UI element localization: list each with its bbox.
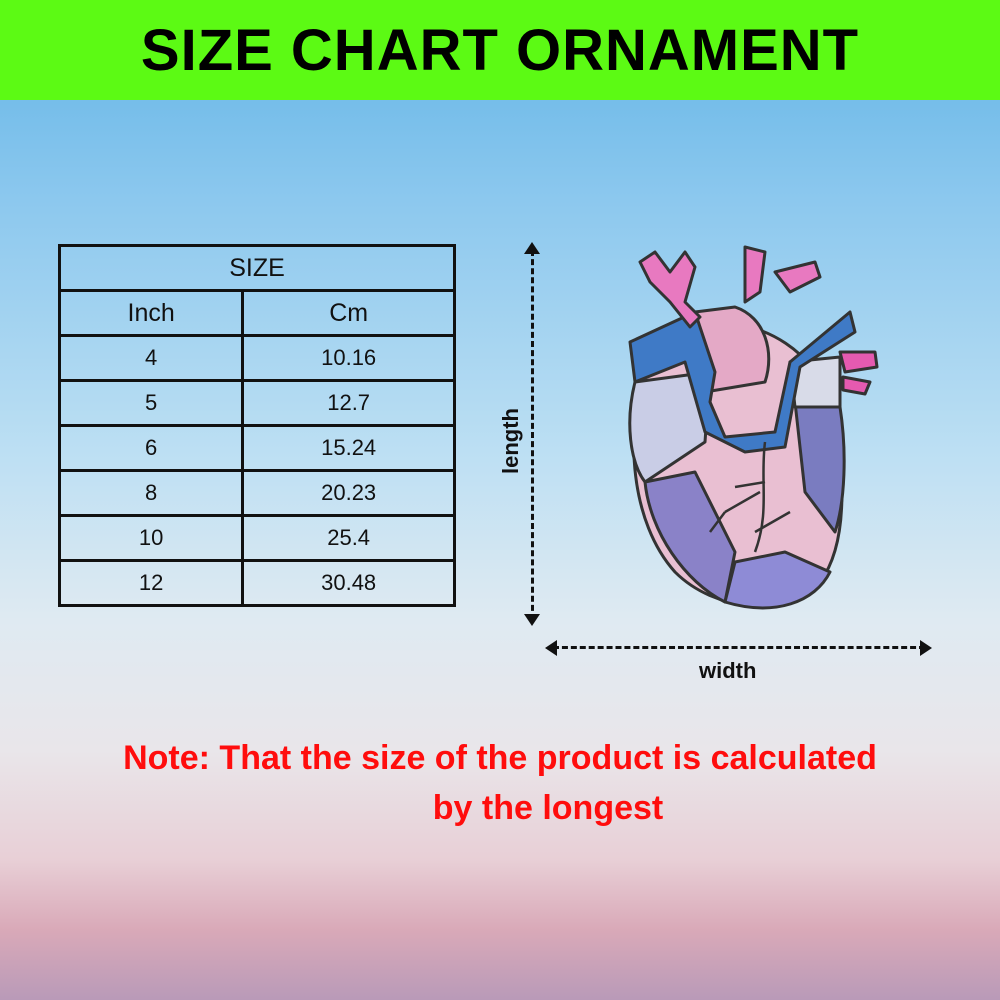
note-line-2: by the longest [432,789,664,827]
cell-cm: 30.48 [241,559,456,607]
header-cm: Cm [241,289,456,337]
cell-cm: 20.23 [241,469,456,517]
cell-inch: 8 [57,469,245,517]
cell-cm: 15.24 [241,424,456,472]
arrow-left-icon [545,640,557,656]
arrow-up-icon [524,242,540,254]
cell-inch: 5 [57,379,245,427]
cell-inch: 6 [57,424,245,472]
arrow-right-icon [920,640,932,656]
title-banner: SIZE CHART ORNAMENT [0,0,1000,100]
table-title: SIZE [58,244,456,292]
header-inch: Inch [57,289,245,337]
size-table: SIZE Inch Cm 4 10.16 5 12.7 6 15.24 8 20.23 10 25… [57,244,456,607]
arrow-down-icon [524,614,540,626]
length-label: length [498,408,523,474]
cell-inch: 10 [57,514,245,562]
cell-cm: 10.16 [241,334,456,382]
table-row: 10 25.4 [57,514,456,562]
cell-inch: 12 [57,559,245,607]
table-row: 8 20.23 [57,469,456,517]
table-row: 5 12.7 [57,379,456,427]
table-row: 4 10.16 [57,334,456,382]
table-row: 12 30.48 [57,559,456,607]
width-dashed-line [553,646,925,649]
cell-cm: 12.7 [241,379,456,427]
note-line-1: Note: That the size of the product is ca… [123,739,877,777]
heart-ornament-image [628,245,879,610]
page-title: SIZE CHART ORNAMENT [140,17,860,83]
width-label: width [699,658,757,683]
table-row: 6 15.24 [57,424,456,472]
cell-inch: 4 [57,334,245,382]
cell-cm: 25.4 [241,514,456,562]
length-dashed-line [531,250,534,620]
